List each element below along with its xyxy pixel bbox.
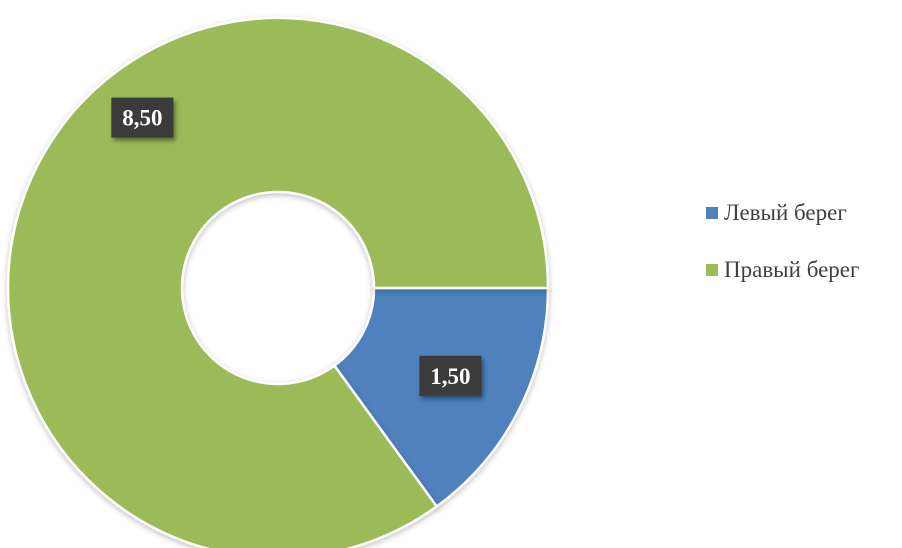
slice-left-bank bbox=[332, 286, 550, 509]
data-label-text: 1,50 bbox=[430, 364, 470, 389]
doughnut-slices bbox=[6, 16, 550, 548]
data-label-box bbox=[111, 97, 174, 138]
legend-item-left-bank: Левый берег bbox=[706, 198, 859, 228]
legend-swatch-right-bank bbox=[706, 264, 718, 276]
data-label-text: 8,50 bbox=[122, 106, 162, 131]
data-label-right-bank: 8,50 bbox=[111, 97, 174, 138]
data-label-box bbox=[419, 355, 482, 396]
legend-label-right-bank: Правый берег bbox=[724, 257, 860, 282]
slice-right-bank bbox=[6, 16, 550, 548]
legend-swatch-left-bank bbox=[706, 207, 718, 219]
data-label-left-bank: 1,50 bbox=[419, 355, 482, 396]
legend-item-right-bank: Правый берег bbox=[706, 255, 859, 285]
legend-label-left-bank: Левый берег bbox=[724, 200, 847, 225]
legend: Левый берег Правый берег bbox=[706, 198, 859, 312]
data-labels: 1,50 8,50 bbox=[111, 97, 482, 396]
